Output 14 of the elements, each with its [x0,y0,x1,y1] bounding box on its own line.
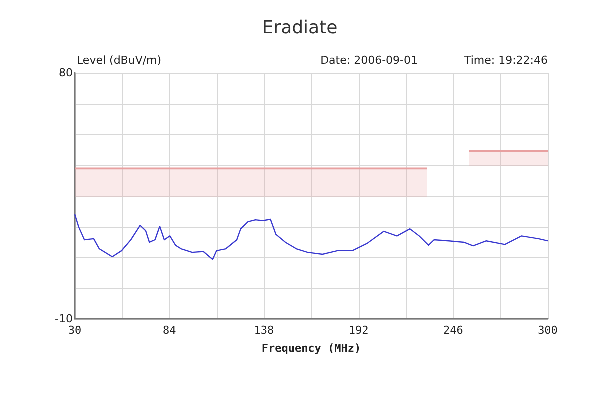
x-tick-label: 246 [443,324,464,337]
x-tick-label: 30 [68,324,82,337]
y-tick-label: 80 [59,66,73,80]
y-axis-title: Level (dBuV/m) [77,54,162,67]
x-axis-title: Frequency (MHz) [262,342,362,355]
x-tick-label: 192 [348,324,369,337]
text: Time: 19:22:46 [463,54,548,67]
line-series [74,214,549,260]
x-tick-label: 84 [162,324,177,337]
y-tick-label: -10 [55,312,73,326]
chart-title: Eradiate [262,18,338,38]
x-tick-label: 300 [538,324,558,337]
x-tick-label: 138 [254,324,274,337]
text: Date: 2006-09-01 [320,54,418,67]
